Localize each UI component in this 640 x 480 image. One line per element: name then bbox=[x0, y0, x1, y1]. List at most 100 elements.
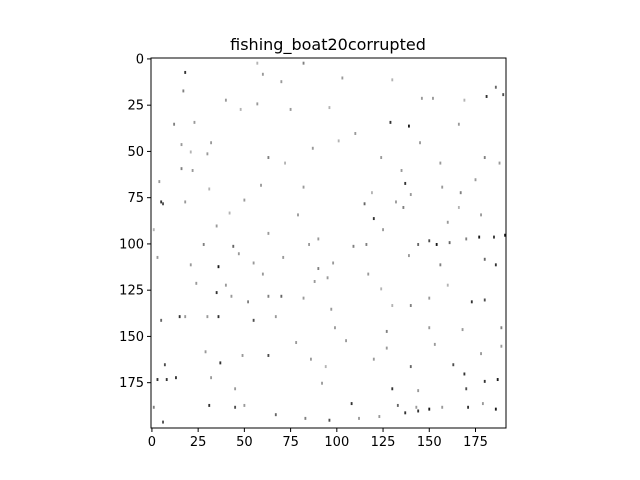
pixel bbox=[404, 411, 407, 415]
pixel bbox=[395, 200, 397, 204]
pixel bbox=[274, 413, 277, 417]
pixel bbox=[428, 239, 431, 243]
pixel bbox=[417, 243, 420, 246]
pixel bbox=[224, 283, 227, 287]
pixel bbox=[428, 407, 431, 411]
pixel bbox=[210, 141, 213, 145]
pixel bbox=[256, 102, 259, 106]
pixel bbox=[448, 241, 451, 245]
pixel bbox=[463, 372, 466, 376]
pixel bbox=[228, 211, 231, 215]
pixel bbox=[324, 365, 327, 369]
pixel bbox=[256, 61, 259, 65]
pixel bbox=[267, 294, 270, 298]
pixel bbox=[237, 252, 240, 256]
pixel bbox=[321, 381, 323, 385]
pixel bbox=[260, 183, 262, 187]
pixel bbox=[274, 315, 277, 319]
pixel bbox=[182, 89, 185, 93]
pixel bbox=[382, 228, 384, 232]
pixel bbox=[345, 339, 347, 343]
y-tick-label: 75 bbox=[127, 191, 144, 206]
pixel bbox=[478, 235, 481, 239]
pixel bbox=[224, 98, 227, 102]
pixel bbox=[334, 326, 336, 330]
pixel bbox=[311, 146, 314, 150]
pixel bbox=[409, 193, 412, 197]
pixel bbox=[367, 272, 370, 276]
pixel bbox=[184, 70, 187, 74]
pixel bbox=[247, 300, 249, 304]
pixel bbox=[457, 122, 460, 126]
pixel bbox=[483, 298, 486, 302]
pixel bbox=[435, 243, 438, 246]
pixel bbox=[481, 402, 484, 406]
pixel bbox=[239, 107, 242, 111]
pixel bbox=[433, 342, 436, 346]
pixel bbox=[354, 132, 357, 135]
pixel bbox=[152, 405, 155, 409]
pixel bbox=[402, 206, 405, 209]
pixel bbox=[337, 139, 340, 143]
x-tick-label: 50 bbox=[236, 435, 253, 450]
pixel bbox=[173, 122, 176, 126]
pixel bbox=[252, 318, 255, 322]
pixel bbox=[378, 415, 381, 419]
pixel bbox=[156, 255, 159, 259]
pixel bbox=[234, 387, 237, 391]
pixel bbox=[446, 283, 449, 287]
pixel bbox=[162, 420, 164, 424]
pixel bbox=[267, 231, 270, 235]
pixel bbox=[328, 418, 331, 422]
pixel bbox=[428, 326, 431, 330]
pixel bbox=[441, 405, 444, 409]
x-axis: 0 25 50 75 100 125 150 175 bbox=[148, 428, 488, 450]
y-axis: 0 25 50 75 100 125 150 175 bbox=[119, 52, 151, 391]
pixel bbox=[156, 378, 159, 382]
pixel bbox=[241, 354, 244, 357]
pixel bbox=[234, 405, 237, 409]
pixel bbox=[441, 185, 444, 189]
pixel bbox=[457, 206, 460, 209]
pixel bbox=[428, 296, 431, 300]
pixel bbox=[252, 261, 255, 265]
pixel bbox=[463, 98, 466, 102]
x-tick-label: 75 bbox=[282, 435, 299, 450]
pixel bbox=[289, 107, 292, 111]
y-tick-label: 100 bbox=[119, 237, 144, 252]
pixel-layer bbox=[152, 61, 506, 424]
pixel bbox=[480, 352, 482, 356]
y-tick-label: 0 bbox=[136, 52, 144, 67]
plot-area bbox=[150, 57, 507, 429]
pixel bbox=[408, 124, 410, 128]
pixel bbox=[483, 257, 486, 261]
pixel bbox=[363, 202, 366, 206]
pixel bbox=[328, 106, 331, 110]
pixel bbox=[439, 263, 442, 267]
pixel bbox=[389, 120, 392, 124]
pixel bbox=[165, 378, 168, 382]
pixel bbox=[494, 85, 497, 89]
pixel bbox=[310, 357, 312, 361]
pixel bbox=[267, 156, 270, 160]
y-tick-label: 150 bbox=[119, 330, 144, 345]
pixel bbox=[243, 403, 246, 407]
pixel bbox=[358, 416, 360, 420]
pixel bbox=[180, 143, 183, 147]
y-tick-label: 175 bbox=[119, 376, 144, 391]
pixel bbox=[302, 296, 305, 300]
x-tick-label: 25 bbox=[190, 435, 207, 450]
pixel bbox=[302, 185, 305, 189]
pixel bbox=[160, 200, 163, 204]
pixel bbox=[494, 407, 497, 411]
pixel bbox=[408, 254, 410, 258]
y-tick-label: 25 bbox=[127, 99, 144, 114]
pixel bbox=[210, 376, 213, 380]
pixel bbox=[493, 235, 495, 239]
pixel bbox=[158, 180, 161, 184]
pixel bbox=[208, 403, 211, 407]
x-tick-label: 150 bbox=[417, 435, 442, 450]
y-tick-label: 50 bbox=[127, 145, 144, 160]
pixel bbox=[420, 96, 423, 100]
pixel bbox=[496, 378, 499, 382]
